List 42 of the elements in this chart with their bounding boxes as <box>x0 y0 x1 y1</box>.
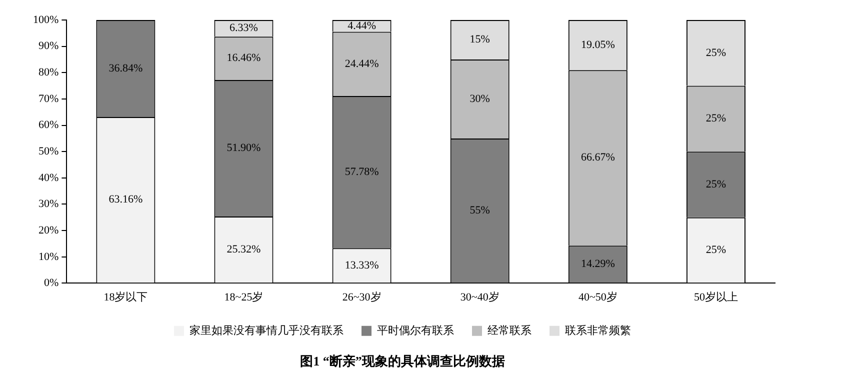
x-tick-label: 40~50岁 <box>578 292 618 304</box>
data-label: 24.44% <box>344 58 379 70</box>
data-label: 4.44% <box>348 20 376 32</box>
legend-label: 经常联系 <box>488 324 532 337</box>
y-tick-label: 50% <box>38 145 59 158</box>
y-tick-label: 20% <box>38 224 59 236</box>
x-tick-label: 50岁以上 <box>694 290 738 304</box>
data-label: 51.90% <box>226 142 261 154</box>
x-tick-label: 18~25岁 <box>224 292 264 304</box>
y-tick-label: 40% <box>38 172 59 184</box>
data-label: 14.29% <box>580 258 615 270</box>
data-label: 13.33% <box>344 259 379 272</box>
y-tick-label: 100% <box>32 14 59 26</box>
data-label: 15% <box>470 34 490 46</box>
x-tick-label: 30~40岁 <box>460 292 500 304</box>
legend-label: 联系非常频繁 <box>565 324 631 337</box>
data-label: 57.78% <box>344 166 379 178</box>
x-tick-label: 18岁以下 <box>104 290 148 304</box>
data-label: 25.32% <box>226 244 261 256</box>
data-label: 6.33% <box>230 22 258 34</box>
data-label: 25% <box>706 112 726 125</box>
data-label: 66.67% <box>580 152 615 164</box>
text: 图1 “断亲”现象的具体调查比例数据 <box>300 354 505 369</box>
data-label: 19.05% <box>580 38 615 51</box>
y-tick-label: 60% <box>38 119 59 132</box>
y-tick-label: 30% <box>38 198 59 210</box>
data-label: 63.16% <box>108 194 143 206</box>
data-label: 55% <box>470 204 490 216</box>
legend-label: 家里如果没有事情几乎没有联系 <box>190 324 344 337</box>
legend-label: 平时偶尔有联系 <box>377 324 454 337</box>
y-tick-label: 0% <box>44 277 59 290</box>
x-tick-label: 26~30岁 <box>342 292 382 304</box>
y-tick-label: 70% <box>38 92 59 105</box>
y-tick-label: 90% <box>38 40 59 52</box>
y-tick-label: 80% <box>38 66 59 79</box>
data-label: 25% <box>706 178 726 190</box>
y-tick-label: 10% <box>38 250 59 263</box>
data-label: 36.84% <box>108 62 143 74</box>
data-label: 16.46% <box>226 52 261 64</box>
data-label: 25% <box>706 46 726 59</box>
data-label: 30% <box>470 92 490 105</box>
data-label: 25% <box>706 244 726 256</box>
